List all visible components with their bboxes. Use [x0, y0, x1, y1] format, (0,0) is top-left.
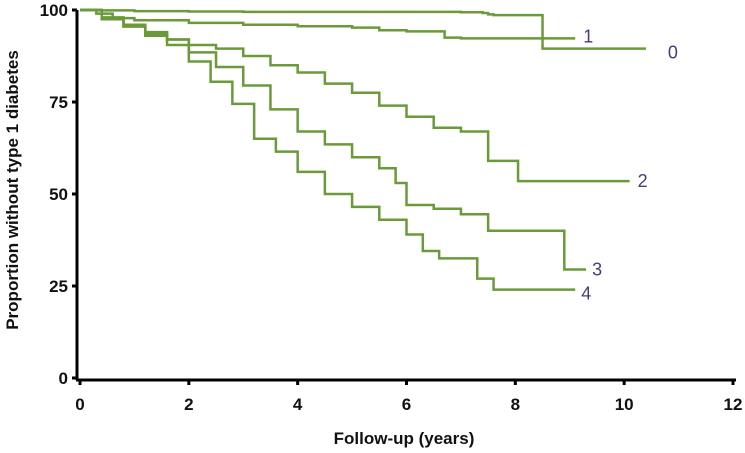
x-axis-title: Follow-up (years)	[334, 429, 475, 448]
y-tick-label: 25	[49, 277, 68, 296]
x-tick-label: 8	[511, 395, 520, 414]
plot-area	[80, 8, 646, 291]
y-tick-label: 50	[49, 185, 68, 204]
y-axis-title: Proportion without type 1 diabetes	[3, 50, 22, 330]
curve-label-4: 4	[581, 284, 591, 304]
x-tick-label: 10	[615, 395, 634, 414]
x-tick-label: 2	[184, 395, 193, 414]
curve-label-2: 2	[638, 171, 648, 191]
curve-label-0: 0	[668, 43, 678, 63]
y-tick-label: 100	[40, 1, 68, 20]
survival-curve-4	[80, 8, 576, 291]
y-tick-label: 0	[59, 369, 68, 388]
curve-label-1: 1	[583, 26, 593, 46]
x-tick-label: 0	[75, 395, 84, 414]
survival-curve-0	[80, 8, 646, 50]
x-tick-label: 6	[402, 395, 411, 414]
x-tick-label: 4	[293, 395, 303, 414]
y-tick-label: 75	[49, 93, 68, 112]
curve-label-3: 3	[592, 259, 602, 279]
x-tick-label: 12	[724, 395, 743, 414]
x-ticks: 0 2 4 6 8 10 12	[75, 380, 742, 414]
curve-labels: 0 1 2 34	[581, 26, 678, 303]
y-ticks: 0 25 50 75 100	[40, 1, 77, 388]
survival-curve-3	[80, 8, 587, 271]
